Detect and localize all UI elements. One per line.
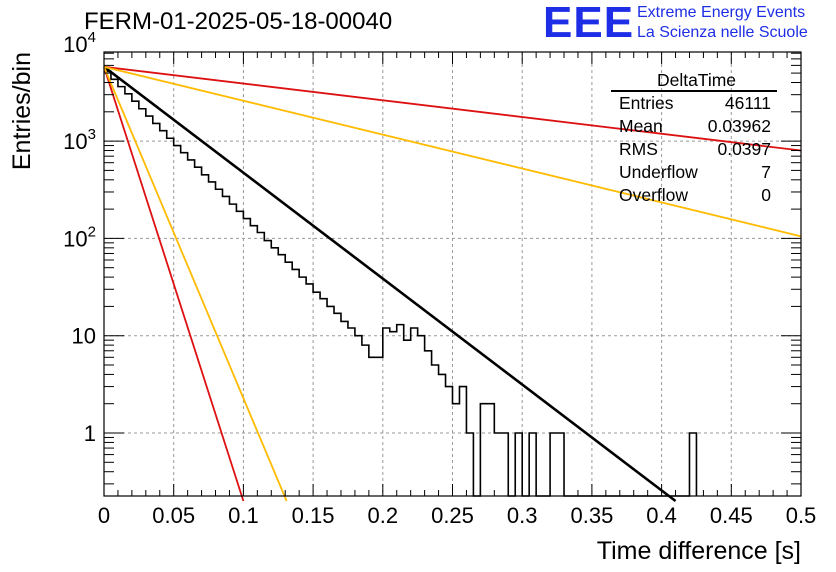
x-tick-label: 0.35: [570, 503, 613, 528]
stats-label: Entries: [619, 93, 674, 113]
fit-curves: [103, 65, 802, 503]
grid: [104, 52, 801, 496]
x-tick-label: 0.45: [710, 503, 753, 528]
stats-value: 0.0397: [717, 139, 771, 159]
stats-value: 46111: [724, 93, 771, 113]
fit-line-1: [103, 66, 245, 502]
y-tick-label: 102: [63, 223, 96, 251]
logo-line-1: Extreme Energy Events: [637, 4, 806, 21]
stats-value: 0: [761, 185, 771, 205]
y-tick-label: 1: [84, 421, 96, 446]
stats-label: RMS: [619, 139, 658, 159]
stats-row-underflow: Underflow 7: [611, 161, 777, 184]
stats-row-mean: Mean 0.03962: [611, 115, 777, 138]
stats-row-entries: Entries 46111: [611, 92, 777, 115]
stats-label: Mean: [619, 116, 663, 136]
y-tick-label: 103: [63, 126, 96, 154]
stats-value: 0.03962: [707, 116, 771, 136]
stats-value: 7: [761, 162, 771, 182]
y-tick-label: 10: [72, 324, 96, 349]
x-tick-label: 0.5: [786, 503, 817, 528]
x-tick-labels: 0 0.05 0.1 0.15 0.2 0.25 0.3 0.35 0.4 0.45 0.5: [98, 503, 816, 528]
fit-line-3: [103, 65, 802, 152]
x-tick-label: 0.05: [152, 503, 195, 528]
x-tick-label: 0.25: [431, 503, 474, 528]
fit-line-4: [103, 65, 802, 238]
x-tick-label: 0.2: [368, 503, 399, 528]
x-tick-label: 0.3: [507, 503, 538, 528]
chart-title: FERM-01-2025-05-18-00040: [84, 8, 393, 35]
stats-row-overflow: Overflow 0: [611, 184, 777, 207]
stats-row-rms: RMS 0.0397: [611, 138, 777, 161]
x-tick-label: 0.4: [646, 503, 677, 528]
x-axis-label: Time difference [s]: [597, 537, 801, 565]
eee-logo: EEE: [543, 0, 635, 47]
stats-box: DeltaTime Entries 46111 Mean 0.03962 RMS…: [611, 70, 777, 207]
x-tick-label: 0.1: [228, 503, 259, 528]
fit-line-2: [103, 66, 288, 502]
stats-title: DeltaTime: [611, 70, 777, 92]
histogram: [104, 70, 698, 497]
y-tick-labels: 1 10 102 103 104: [63, 29, 96, 446]
stats-label: Underflow: [619, 162, 698, 182]
y-axis-label: Entries/bin: [8, 52, 36, 170]
y-tick-label: 104: [63, 29, 96, 57]
fit-line-0: [103, 65, 677, 503]
stats-label: Overflow: [619, 185, 689, 205]
x-tick-label: 0.15: [292, 503, 335, 528]
logo-line-2: La Scienza nelle Scuole: [637, 24, 808, 41]
x-tick-label: 0: [98, 503, 110, 528]
axis-ticks: [103, 52, 802, 496]
histogram-outline: [104, 70, 698, 497]
